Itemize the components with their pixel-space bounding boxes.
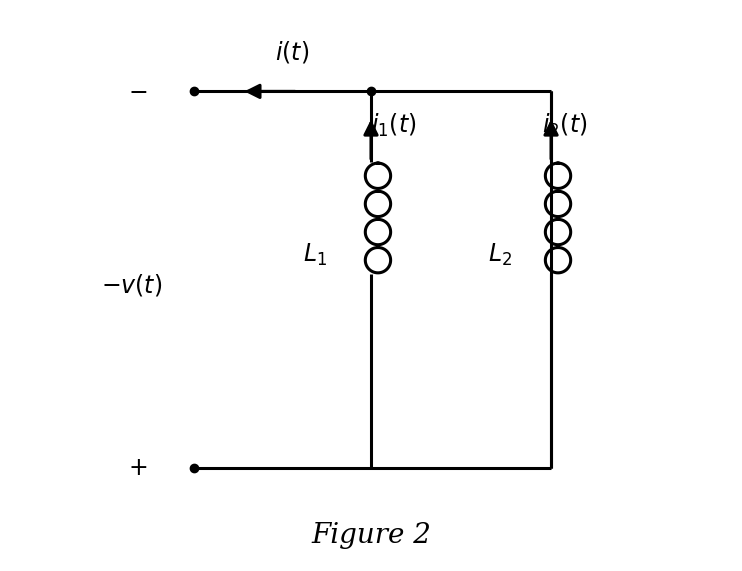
Text: Figure 2: Figure 2 [311,522,431,549]
Text: $i(t)$: $i(t)$ [275,39,309,65]
Text: $L_2$: $L_2$ [488,242,513,268]
Text: $i_2(t)$: $i_2(t)$ [542,111,588,139]
Text: $+$: $+$ [128,457,147,480]
Text: $-$: $-$ [128,80,147,103]
Text: $-v(t)$: $-v(t)$ [101,272,162,299]
Text: $L_1$: $L_1$ [303,242,326,268]
Text: $i_1(t)$: $i_1(t)$ [371,111,416,139]
